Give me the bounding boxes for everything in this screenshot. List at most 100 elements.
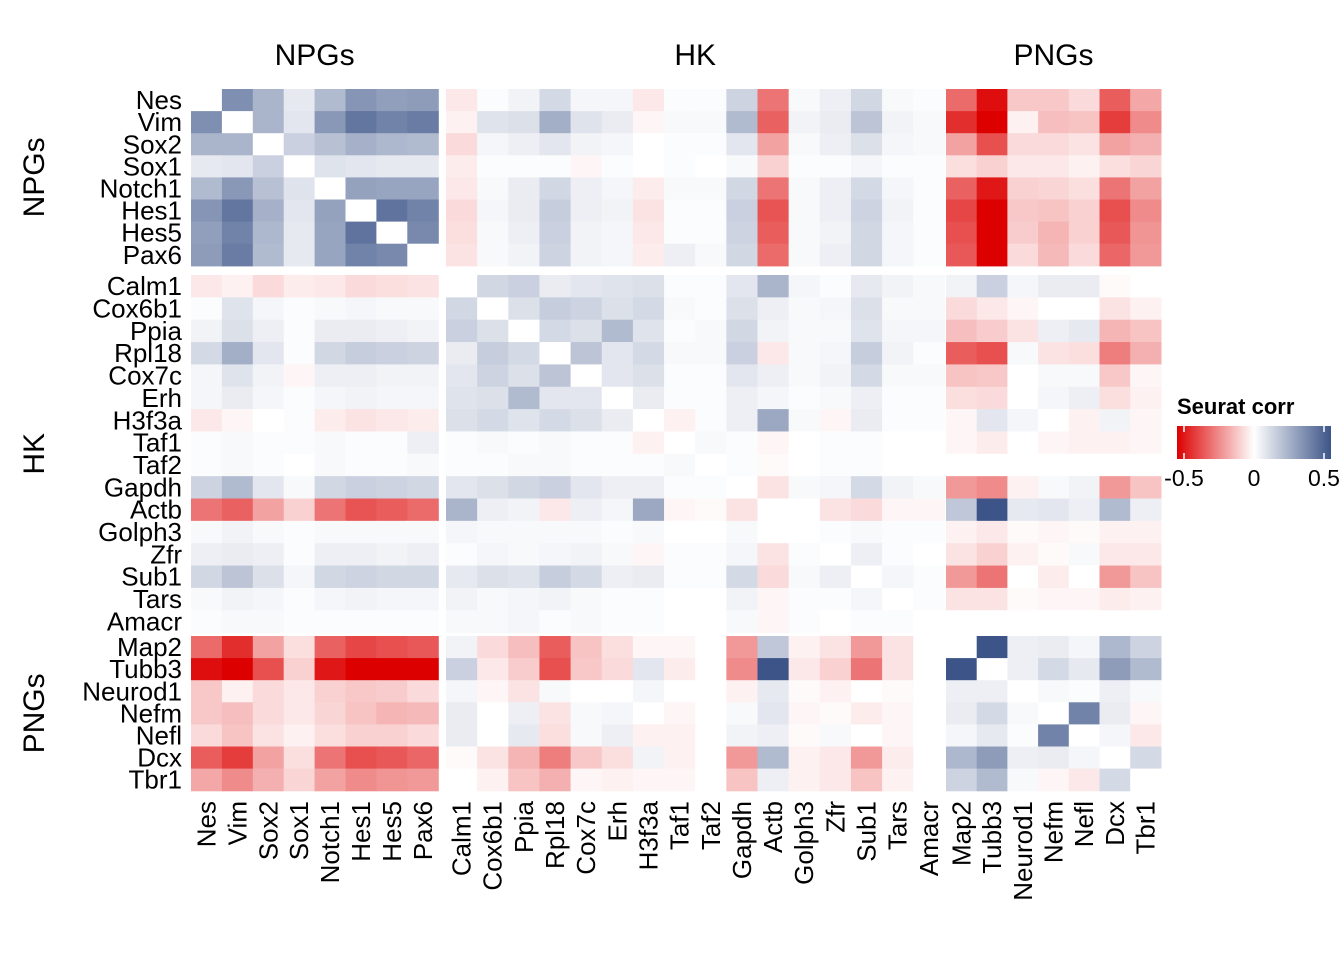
heatmap-cell <box>1007 177 1039 201</box>
heatmap-cell <box>539 476 572 500</box>
heatmap-cell <box>407 177 439 201</box>
heatmap-cell <box>283 364 316 388</box>
heatmap-cell <box>788 409 821 433</box>
heatmap-cell <box>1068 319 1101 343</box>
heatmap-cell <box>601 319 634 343</box>
heatmap-cell <box>1007 543 1039 567</box>
heatmap-cell <box>1068 199 1101 223</box>
heatmap-cell <box>407 199 439 223</box>
heatmap-cell <box>695 243 727 267</box>
heatmap-cell <box>601 453 634 477</box>
column-label: Cox7c <box>571 801 601 875</box>
heatmap-cell <box>757 431 790 455</box>
heatmap-cell <box>508 658 541 681</box>
heatmap-cell <box>632 297 665 321</box>
column-label: Neurod1 <box>1008 801 1038 901</box>
row-label: Tubb3 <box>109 654 182 684</box>
heatmap-cell <box>283 155 316 178</box>
heatmap-cell <box>283 565 316 589</box>
heatmap-cell <box>477 768 509 792</box>
heatmap-cell <box>314 177 347 201</box>
heatmap-cell <box>601 610 634 634</box>
heatmap-cell <box>850 498 883 522</box>
heatmap-cell <box>570 587 603 611</box>
heatmap-cell <box>1007 431 1039 455</box>
heatmap-cell <box>601 431 634 455</box>
heatmap-cell <box>695 702 727 725</box>
heatmap-cell <box>191 409 223 433</box>
heatmap-cell <box>819 702 852 725</box>
heatmap-cell <box>1007 610 1039 634</box>
heatmap-cell <box>407 221 439 245</box>
heatmap-cell <box>632 319 665 343</box>
heatmap-cell <box>788 199 821 223</box>
heatmap-cell <box>1038 133 1070 156</box>
heatmap-cell <box>882 680 914 703</box>
heatmap-cell <box>539 724 572 748</box>
heatmap-cell <box>976 498 1008 522</box>
heatmap-cell <box>477 636 509 659</box>
heatmap-cell <box>601 636 634 659</box>
heatmap-cell <box>508 610 541 634</box>
heatmap-cell <box>726 275 759 298</box>
heatmap-cell <box>1068 702 1101 725</box>
heatmap-cell <box>345 243 377 267</box>
heatmap-cell <box>601 297 634 321</box>
heatmap-cell <box>632 364 665 388</box>
heatmap-cell <box>407 297 439 321</box>
heatmap-cell <box>695 610 727 634</box>
row-labels: NesVimSox2Sox1Notch1Hes1Hes5Pax6Calm1Cox… <box>82 85 182 795</box>
heatmap-cell <box>1130 431 1162 455</box>
heatmap-cell <box>850 680 883 703</box>
heatmap-cell <box>976 177 1008 201</box>
heatmap-cell <box>1007 133 1039 156</box>
heatmap-cell <box>221 133 254 156</box>
column-label: Hes5 <box>377 801 407 862</box>
heatmap-cell <box>788 111 821 134</box>
heatmap-cell <box>221 476 254 500</box>
heatmap-cell <box>252 275 285 298</box>
heatmap-cell <box>1007 297 1039 321</box>
heatmap-cell <box>726 409 759 433</box>
heatmap-cell <box>664 587 696 611</box>
heatmap-cell <box>1130 89 1162 112</box>
heatmap-cell <box>726 658 759 681</box>
heatmap-cell <box>477 111 509 134</box>
heatmap-cell <box>1130 155 1162 178</box>
heatmap-cell <box>601 680 634 703</box>
heatmap-cell <box>664 319 696 343</box>
heatmap-cell <box>1038 297 1070 321</box>
heatmap-cell <box>221 658 254 681</box>
column-label: Gapdh <box>727 801 757 879</box>
heatmap-cell <box>570 476 603 500</box>
heatmap-cell <box>1007 89 1039 112</box>
heatmap-cell <box>446 724 478 748</box>
heatmap-cell <box>1130 543 1162 567</box>
legend-ticks: -0.5 0 0.5 <box>1164 426 1340 491</box>
heatmap-cell <box>252 199 285 223</box>
heatmap-cell <box>221 243 254 267</box>
heatmap-cell <box>508 702 541 725</box>
heatmap-cell <box>376 658 408 681</box>
heatmap-cell <box>283 587 316 611</box>
heatmap-cell <box>508 520 541 544</box>
heatmap-cell <box>850 746 883 770</box>
heatmap-cell <box>695 565 727 589</box>
heatmap-cell <box>314 520 347 544</box>
heatmap-cell <box>1007 520 1039 544</box>
heatmap-cell <box>913 133 945 156</box>
heatmap-cell <box>946 89 978 112</box>
heatmap-cell <box>314 453 347 477</box>
heatmap-cell <box>1068 297 1101 321</box>
heatmap-cell <box>570 409 603 433</box>
heatmap-cell <box>1130 565 1162 589</box>
heatmap-cell <box>221 364 254 388</box>
heatmap-cell <box>726 476 759 500</box>
heatmap-cell <box>376 453 408 477</box>
heatmap-cell <box>446 587 478 611</box>
heatmap-cell <box>446 658 478 681</box>
heatmap-cell <box>913 702 945 725</box>
heatmap-cell <box>695 89 727 112</box>
heatmap-cell <box>788 724 821 748</box>
row-label: Taf2 <box>133 450 182 480</box>
